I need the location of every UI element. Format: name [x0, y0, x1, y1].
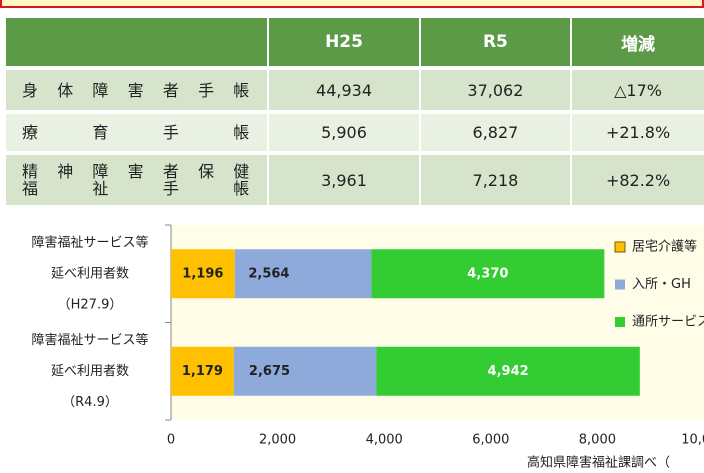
label-line: 精神障害者保健: [22, 162, 250, 181]
label-line: 療育手帳: [22, 123, 250, 142]
cell: 3,961: [267, 155, 419, 205]
row: 身体障害者手帳 44,934 37,062 △17%: [6, 70, 704, 110]
header-blank: [6, 18, 268, 66]
cell: 37,062: [418, 70, 571, 110]
x-tick-label: 6,000: [472, 433, 509, 448]
value-label: 4,942: [488, 364, 529, 379]
bar-segment: [171, 249, 235, 299]
x-tick-label: 8,000: [579, 433, 616, 448]
row-label: 精神障害者保健 福祉手帳: [6, 155, 268, 205]
cell: 5,906: [267, 114, 419, 151]
bar-segment: [233, 346, 377, 396]
header-cell: 増減: [570, 18, 704, 66]
source-note: 高知県障害福祉課調べ（: [527, 455, 670, 471]
category-label: 障害福祉サービス等: [31, 234, 148, 250]
label-line: 身体障害者手帳: [22, 80, 250, 100]
category-label: （H27.9）: [58, 297, 123, 312]
header-cell: R5: [418, 18, 571, 66]
value-label: 2,564: [248, 266, 289, 281]
value-label: 4,370: [467, 266, 508, 281]
x-tick-label: 2,000: [259, 433, 296, 448]
cell: +82.2%: [570, 155, 704, 205]
value-label: 1,179: [182, 364, 223, 379]
row-label: 療育手帳: [6, 114, 268, 151]
value-label: 1,196: [182, 266, 223, 281]
label-line: 福祉手帳: [22, 179, 250, 198]
row: 精神障害者保健 福祉手帳 3,961 7,218 +82.2%: [6, 155, 704, 205]
bar-segment: [234, 249, 372, 299]
bar-segment: [371, 249, 605, 299]
x-tick-label: 4,000: [366, 433, 403, 448]
category-label: （R4.9）: [62, 395, 118, 410]
cell: △17%: [570, 70, 704, 110]
category-label: 延べ利用者数: [51, 364, 129, 379]
table: H25 R5 増減 身体障害者手帳 44,934 37,062 △17% 療育手帳 5,9…: [6, 14, 704, 209]
category-label: 障害福祉サービス等: [31, 332, 148, 348]
header-cell: H25: [267, 18, 419, 66]
row-label: 身体障害者手帳: [6, 70, 268, 110]
bar-segment: [171, 346, 234, 396]
legend-label: 入所・GH: [632, 277, 691, 292]
frame-strip: [0, 0, 704, 8]
legend-label: 通所サービス: [632, 315, 704, 330]
legend-swatch: [614, 241, 626, 253]
cell: +21.8%: [570, 114, 704, 151]
category-label: 延べ利用者数: [51, 266, 129, 281]
x-tick-label: 0: [167, 433, 175, 448]
legend-label: 居宅介護等: [632, 239, 697, 255]
chart: 0 2,000 4,000 6,000 8,000 10,000 障害福祉サービス等延べ利用…: [31, 224, 704, 471]
header-row: H25 R5 増減: [6, 18, 704, 66]
cell: 7,218: [418, 155, 571, 205]
x-tick-label: 10,000: [681, 433, 704, 448]
bar-segment: [376, 346, 640, 396]
legend-swatch: [615, 279, 625, 290]
cell: 6,827: [418, 114, 571, 151]
value-label: 2,675: [249, 364, 290, 379]
cell: 44,934: [267, 70, 419, 110]
row: 療育手帳 5,906 6,827 +21.8%: [6, 114, 704, 151]
legend-swatch: [615, 317, 625, 327]
